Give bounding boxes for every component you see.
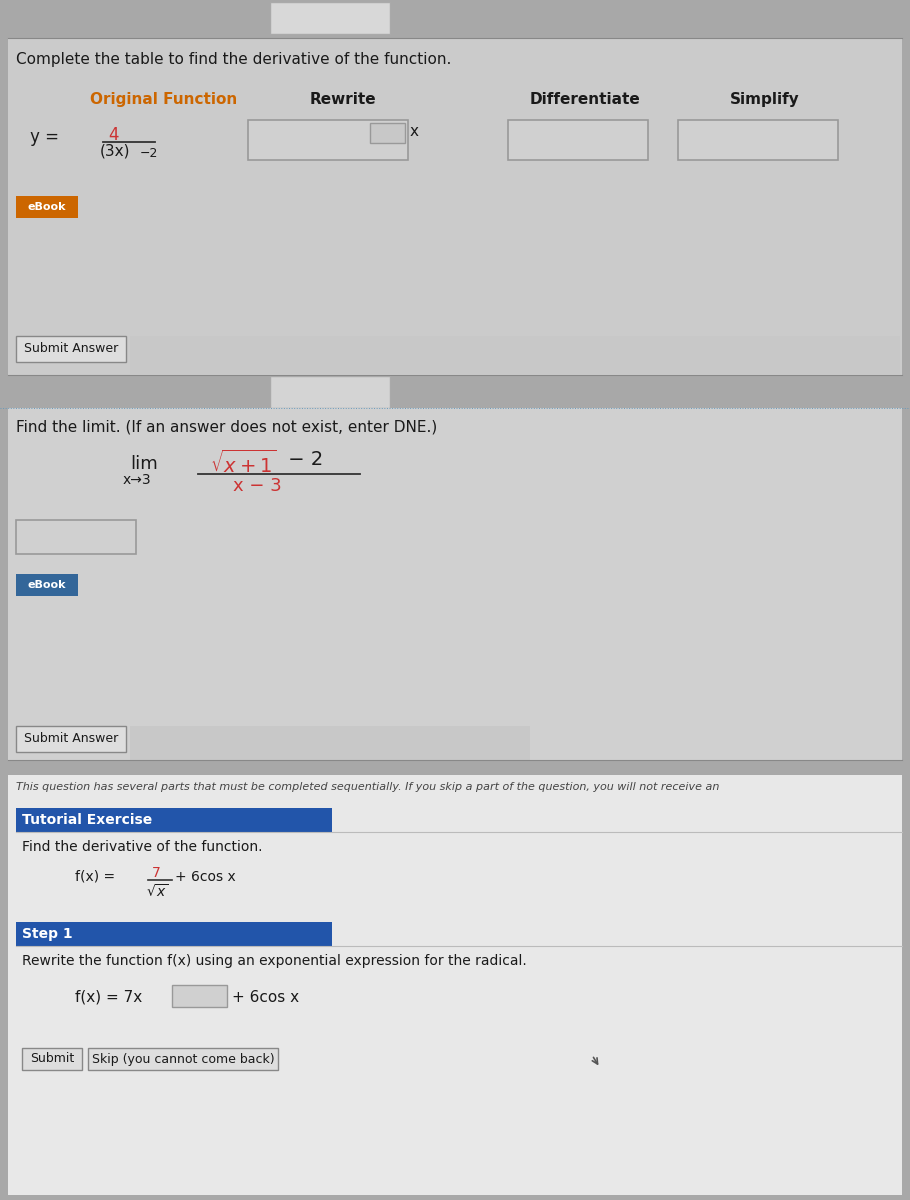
- Text: $\sqrt{x}$: $\sqrt{x}$: [146, 883, 168, 900]
- Text: x − 3: x − 3: [233, 476, 282, 494]
- Bar: [22, 1048, 82, 1070]
- Text: eBook: eBook: [27, 202, 66, 212]
- Text: lim: lim: [130, 455, 157, 473]
- Bar: [130, 726, 530, 760]
- Text: x→3: x→3: [123, 473, 152, 487]
- Text: Find the limit. (If an answer does not exist, enter DNE.): Find the limit. (If an answer does not e…: [16, 420, 437, 434]
- Bar: [16, 922, 332, 946]
- Text: Find the derivative of the function.: Find the derivative of the function.: [22, 840, 262, 854]
- Text: Skip (you cannot come back): Skip (you cannot come back): [92, 1052, 274, 1066]
- Text: Submit: Submit: [30, 1052, 74, 1066]
- Text: x: x: [410, 124, 419, 138]
- Bar: [16, 520, 136, 554]
- Text: Submit Answer: Submit Answer: [24, 732, 118, 745]
- Bar: [16, 574, 78, 596]
- Text: (3x): (3x): [100, 144, 130, 158]
- Text: Complete the table to find the derivative of the function.: Complete the table to find the derivativ…: [16, 52, 451, 67]
- Bar: [8, 775, 902, 1195]
- Bar: [16, 808, 332, 832]
- Text: Rewrite the function f(x) using an exponential expression for the radical.: Rewrite the function f(x) using an expon…: [22, 954, 527, 968]
- Text: + 6cos x: + 6cos x: [175, 870, 236, 884]
- Bar: [172, 985, 227, 1007]
- Text: This question has several parts that must be completed sequentially. If you skip: This question has several parts that mus…: [16, 782, 720, 792]
- Text: f(x) = 7x: f(x) = 7x: [75, 990, 142, 1006]
- Bar: [16, 336, 126, 362]
- Bar: [370, 122, 405, 143]
- Text: Submit Answer: Submit Answer: [24, 342, 118, 355]
- Text: 7: 7: [152, 866, 161, 880]
- Text: Original Function: Original Function: [90, 92, 238, 107]
- Bar: [16, 726, 126, 752]
- Text: $\sqrt{x+1}$: $\sqrt{x+1}$: [210, 450, 277, 478]
- Text: + 6cos x: + 6cos x: [232, 990, 299, 1006]
- Bar: [248, 120, 408, 160]
- Text: f(x) =: f(x) =: [75, 870, 119, 884]
- Text: Simplify: Simplify: [730, 92, 800, 107]
- Text: Differentiate: Differentiate: [530, 92, 641, 107]
- Text: −2: −2: [140, 146, 158, 160]
- Bar: [130, 336, 900, 374]
- Bar: [8, 408, 902, 760]
- Text: Tutorial Exercise: Tutorial Exercise: [22, 814, 152, 827]
- Bar: [88, 1048, 278, 1070]
- Text: − 2: − 2: [282, 450, 323, 469]
- Bar: [16, 196, 78, 218]
- Text: 4: 4: [108, 126, 118, 144]
- Text: y =: y =: [30, 128, 59, 146]
- Bar: [508, 120, 648, 160]
- Bar: [8, 38, 902, 374]
- Bar: [678, 120, 838, 160]
- Text: Rewrite: Rewrite: [310, 92, 377, 107]
- Bar: [270, 376, 390, 408]
- Text: eBook: eBook: [27, 580, 66, 590]
- Bar: [270, 2, 390, 34]
- Text: Step 1: Step 1: [22, 926, 73, 941]
